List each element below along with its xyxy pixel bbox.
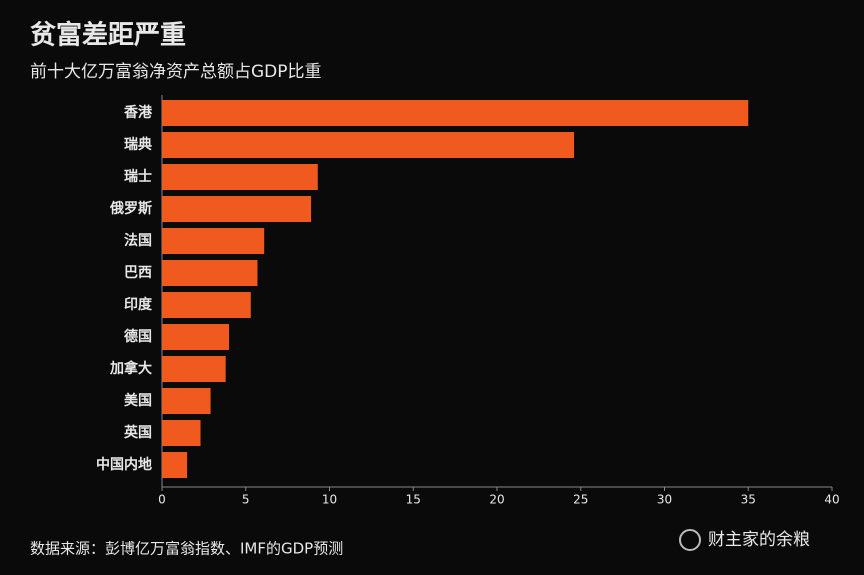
y-tick-label: 加拿大 bbox=[109, 360, 152, 377]
x-tick-label: 0 bbox=[158, 493, 166, 507]
source-note: 数据来源：彭博亿万富翁指数、IMF的GDP预测 bbox=[30, 540, 343, 558]
x-tick-label: 40 bbox=[824, 493, 839, 507]
bar bbox=[162, 196, 312, 222]
bar bbox=[162, 100, 749, 126]
x-tick-label: 30 bbox=[657, 493, 672, 507]
y-tick-label: 香港 bbox=[123, 104, 153, 121]
bar bbox=[162, 324, 229, 350]
y-tick-label: 美国 bbox=[124, 392, 152, 409]
bar bbox=[162, 132, 575, 158]
x-tick-label: 15 bbox=[406, 493, 421, 507]
watermark: 财主家的余粮 bbox=[708, 530, 810, 550]
watermark-icon bbox=[679, 529, 701, 551]
bar bbox=[162, 388, 211, 414]
bar bbox=[162, 228, 265, 254]
y-tick-label: 巴西 bbox=[124, 265, 152, 281]
bar bbox=[162, 420, 201, 446]
y-tick-label: 中国内地 bbox=[96, 456, 152, 473]
y-tick-label: 德国 bbox=[124, 328, 152, 345]
bar bbox=[162, 452, 188, 478]
x-tick-label: 5 bbox=[242, 493, 250, 507]
y-tick-label: 俄罗斯 bbox=[109, 200, 152, 217]
x-tick-label: 20 bbox=[489, 493, 504, 507]
x-tick-label: 35 bbox=[741, 493, 756, 507]
bar bbox=[162, 292, 251, 318]
y-tick-label: 英国 bbox=[123, 424, 152, 441]
y-tick-label: 印度 bbox=[124, 296, 153, 313]
bar bbox=[162, 164, 318, 190]
bar bbox=[162, 260, 258, 286]
x-tick-label: 10 bbox=[322, 493, 337, 507]
y-tick-label: 瑞士 bbox=[124, 168, 152, 185]
y-tick-label: 瑞典 bbox=[124, 136, 152, 153]
bar bbox=[162, 356, 226, 382]
chart-title: 贫富差距严重 bbox=[30, 20, 186, 51]
chart-subtitle: 前十大亿万富翁净资产总额占GDP比重 bbox=[30, 62, 322, 82]
y-tick-label: 法国 bbox=[124, 232, 152, 249]
x-tick-label: 25 bbox=[573, 493, 588, 507]
